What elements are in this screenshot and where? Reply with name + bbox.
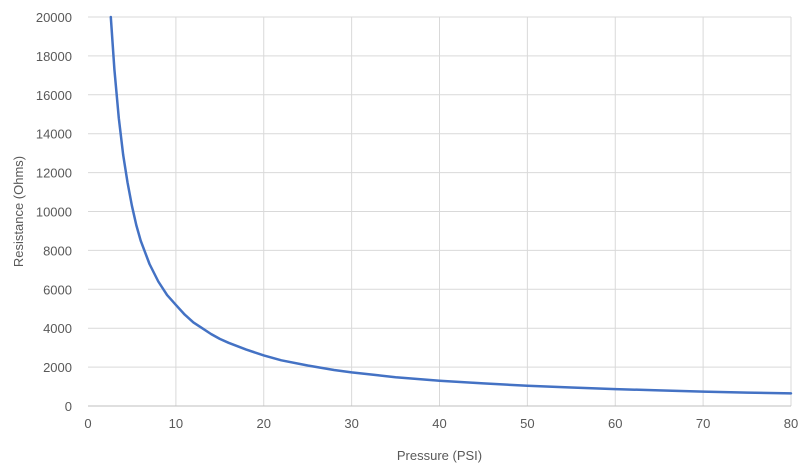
series-line-0 bbox=[109, 15, 793, 395]
y-axis-title: Resistance (Ohms) bbox=[11, 156, 26, 267]
x-tick-label-40: 40 bbox=[432, 416, 446, 431]
y-tick-label-4000: 4000 bbox=[43, 321, 72, 336]
x-tick-label-60: 60 bbox=[608, 416, 622, 431]
y-tick-label-16000: 16000 bbox=[36, 88, 72, 103]
y-tick-label-18000: 18000 bbox=[36, 49, 72, 64]
y-tick-label-14000: 14000 bbox=[36, 127, 72, 142]
x-tick-label-30: 30 bbox=[344, 416, 358, 431]
x-tick-label-70: 70 bbox=[696, 416, 710, 431]
series-layer bbox=[109, 15, 793, 395]
y-tick-label-10000: 10000 bbox=[36, 205, 72, 220]
x-axis-title: Pressure (PSI) bbox=[397, 448, 482, 463]
y-tick-label-0: 0 bbox=[65, 399, 72, 414]
x-tick-label-10: 10 bbox=[169, 416, 183, 431]
horizontal-gridlines bbox=[88, 16, 791, 368]
y-tick-label-8000: 8000 bbox=[43, 243, 72, 258]
y-tick-labels: 0 2000 4000 6000 8000 10000 12000 14000 16000 180… bbox=[36, 10, 72, 414]
x-tick-label-50: 50 bbox=[520, 416, 534, 431]
x-tick-label-80: 80 bbox=[784, 416, 798, 431]
y-tick-label-2000: 2000 bbox=[43, 360, 72, 375]
x-tick-labels: 0 10 20 30 40 50 60 70 80 bbox=[84, 416, 798, 431]
y-tick-label-12000: 12000 bbox=[36, 166, 72, 181]
y-tick-label-6000: 6000 bbox=[43, 282, 72, 297]
y-tick-label-20000: 20000 bbox=[36, 10, 72, 25]
x-tick-label-0: 0 bbox=[84, 416, 91, 431]
x-tick-label-20: 20 bbox=[257, 416, 271, 431]
